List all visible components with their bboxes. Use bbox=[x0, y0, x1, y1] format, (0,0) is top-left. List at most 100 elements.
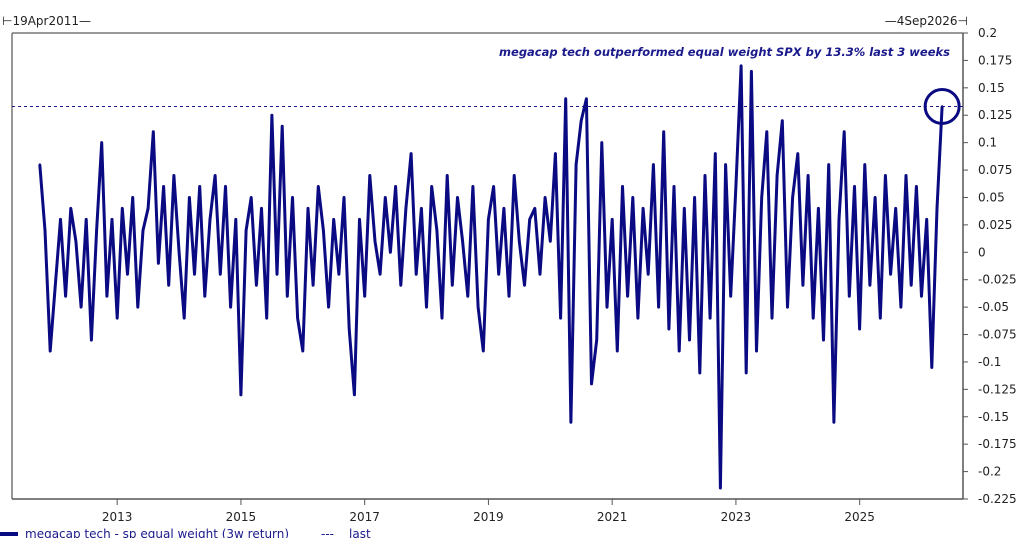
data-point bbox=[244, 229, 248, 232]
data-point bbox=[167, 283, 170, 287]
data-point bbox=[275, 273, 279, 276]
data-point bbox=[631, 196, 634, 199]
data-point bbox=[621, 185, 624, 188]
data-point bbox=[554, 152, 557, 155]
data-point bbox=[48, 349, 52, 353]
y-tick-label: 0.075 bbox=[978, 163, 1012, 177]
data-point bbox=[724, 163, 727, 166]
data-point bbox=[698, 371, 702, 375]
x-tick-label: 2021 bbox=[597, 510, 628, 524]
data-point bbox=[74, 240, 78, 243]
data-point bbox=[786, 305, 789, 309]
data-point bbox=[812, 316, 815, 320]
data-point bbox=[85, 218, 88, 221]
data-point bbox=[533, 207, 537, 210]
data-point bbox=[311, 283, 315, 287]
data-point bbox=[337, 273, 341, 276]
data-point bbox=[445, 174, 449, 177]
data-point bbox=[456, 196, 459, 199]
x-tick-label: 2023 bbox=[721, 510, 752, 524]
data-point bbox=[471, 185, 475, 188]
data-point bbox=[791, 196, 794, 199]
data-point bbox=[198, 185, 201, 188]
x-tick-label: 2025 bbox=[844, 510, 875, 524]
data-point bbox=[466, 294, 469, 298]
data-point bbox=[657, 305, 660, 309]
data-point bbox=[492, 185, 495, 188]
y-tick-label: -0.05 bbox=[978, 300, 1009, 314]
data-point bbox=[409, 152, 413, 155]
data-point bbox=[523, 283, 526, 287]
data-point bbox=[507, 294, 511, 298]
data-point bbox=[115, 316, 119, 320]
data-point bbox=[317, 185, 320, 188]
data-point bbox=[879, 316, 882, 320]
data-point bbox=[373, 240, 377, 243]
data-point bbox=[121, 207, 124, 210]
data-point bbox=[90, 338, 93, 342]
data-point bbox=[482, 349, 485, 353]
data-point bbox=[110, 218, 114, 221]
data-point bbox=[935, 207, 939, 210]
data-point bbox=[693, 196, 696, 199]
data-point bbox=[564, 97, 567, 100]
y-tick-label: 0.175 bbox=[978, 53, 1012, 67]
x-tick-label: 2015 bbox=[226, 510, 257, 524]
data-point bbox=[291, 196, 294, 199]
data-point bbox=[512, 174, 516, 177]
data-point bbox=[219, 273, 222, 276]
data-point bbox=[863, 163, 866, 166]
data-point bbox=[265, 316, 268, 320]
data-point bbox=[925, 218, 928, 221]
data-point bbox=[353, 393, 356, 397]
data-point bbox=[301, 349, 304, 353]
legend-item-last: last bbox=[349, 527, 371, 538]
data-point bbox=[270, 114, 274, 117]
data-point bbox=[765, 130, 769, 133]
data-point bbox=[363, 294, 366, 298]
data-point bbox=[585, 97, 588, 100]
data-point bbox=[368, 174, 372, 177]
data-point bbox=[729, 294, 732, 298]
data-point bbox=[817, 207, 820, 210]
series-line bbox=[38, 64, 944, 490]
data-point bbox=[54, 283, 57, 287]
data-point bbox=[420, 207, 423, 210]
data-point bbox=[848, 294, 851, 298]
data-point bbox=[59, 218, 62, 221]
data-point bbox=[590, 382, 593, 386]
data-point bbox=[647, 273, 650, 276]
data-point bbox=[193, 273, 196, 276]
data-point bbox=[909, 283, 913, 287]
data-point bbox=[280, 125, 284, 128]
legend-dash: --- bbox=[321, 527, 334, 538]
data-point bbox=[136, 305, 140, 309]
data-point bbox=[616, 349, 619, 353]
data-point bbox=[239, 393, 243, 397]
x-tick-label: 2013 bbox=[102, 510, 133, 524]
data-point bbox=[538, 273, 542, 276]
data-point bbox=[126, 273, 129, 276]
data-point bbox=[131, 196, 134, 199]
data-point bbox=[894, 207, 897, 210]
plot-frame bbox=[11, 32, 964, 500]
data-point bbox=[868, 283, 872, 287]
data-point bbox=[760, 196, 763, 199]
data-point bbox=[755, 349, 758, 353]
data-point bbox=[358, 218, 361, 221]
data-point bbox=[69, 207, 72, 210]
data-point bbox=[930, 366, 934, 369]
data-point bbox=[100, 141, 103, 144]
data-point bbox=[827, 163, 830, 166]
data-point bbox=[152, 130, 155, 133]
data-point bbox=[688, 338, 691, 342]
highlight-circle bbox=[923, 87, 961, 125]
data-point bbox=[399, 283, 402, 287]
annotation: megacap tech outperformed equal weight S… bbox=[499, 45, 950, 59]
data-point bbox=[853, 185, 856, 188]
data-point bbox=[714, 152, 717, 155]
data-point bbox=[703, 174, 707, 177]
data-point bbox=[177, 251, 181, 254]
data-point bbox=[425, 305, 428, 309]
y-tick-label: -0.125 bbox=[978, 382, 1017, 396]
